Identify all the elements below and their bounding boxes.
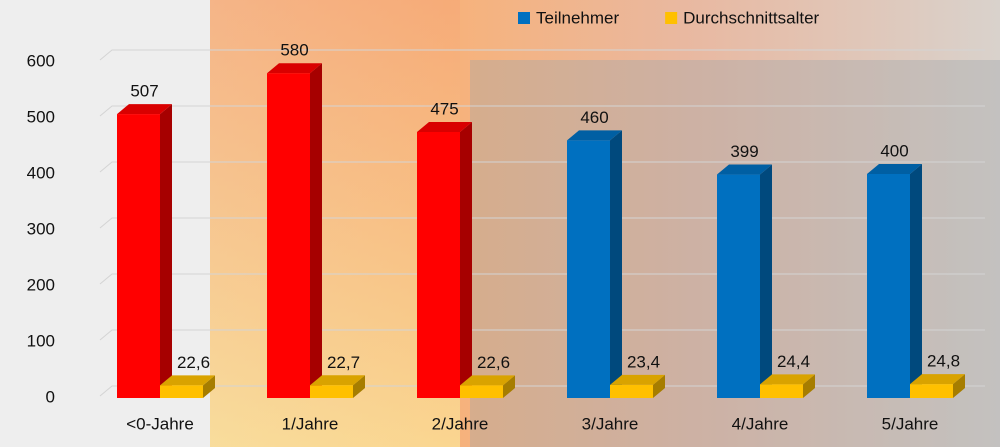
bar-side: [760, 164, 772, 398]
bar: [267, 73, 310, 398]
bar-top: [567, 130, 622, 141]
x-tick-label: 4/Jahre: [732, 414, 789, 433]
bar-top: [460, 375, 515, 386]
y-tick-label: 200: [27, 275, 55, 294]
data-label: 22,6: [177, 353, 210, 372]
y-tick-label: 300: [27, 219, 55, 238]
grid-line: [99, 273, 985, 285]
bar-top: [717, 164, 772, 175]
bar: [460, 385, 503, 398]
bar: [610, 384, 653, 398]
bar-top: [610, 374, 665, 385]
data-label: 399: [730, 142, 758, 161]
data-label: 400: [880, 141, 908, 160]
bar-side: [910, 164, 922, 398]
bar: [417, 132, 460, 398]
bar: [717, 174, 760, 398]
data-label: 24,8: [927, 352, 960, 371]
data-label: 507: [130, 82, 158, 101]
bar: [910, 384, 953, 398]
data-label: 580: [280, 41, 308, 60]
bar-side: [460, 122, 472, 398]
bar-top: [267, 63, 322, 74]
legend-swatch: [665, 12, 678, 24]
grid-line: [99, 329, 985, 341]
grid-line: [99, 161, 985, 173]
bar: [567, 140, 610, 398]
bar: [867, 174, 910, 398]
legend-label: Durchschnittsalter: [683, 8, 819, 27]
x-tick-label: 5/Jahre: [882, 414, 939, 433]
grid-line: [99, 385, 985, 397]
bar: [310, 385, 353, 398]
bar-top: [867, 164, 922, 174]
data-label: 460: [580, 108, 608, 127]
bar: [160, 385, 203, 398]
bar-top: [910, 374, 965, 385]
y-tick-label: 600: [27, 51, 55, 70]
bar-top: [160, 375, 215, 386]
y-tick-label: 400: [27, 163, 55, 182]
bar-top: [117, 104, 172, 115]
y-tick-label: 0: [46, 387, 55, 406]
grid-line: [99, 217, 985, 229]
data-label: 475: [430, 99, 458, 118]
bar-side: [160, 104, 172, 398]
bar-side: [803, 374, 815, 398]
bar-side: [353, 375, 365, 398]
data-label: 22,6: [477, 353, 510, 372]
grid-line: [99, 49, 985, 61]
x-tick-label: 3/Jahre: [582, 414, 639, 433]
data-label: 23,4: [627, 352, 660, 371]
data-label: 22,7: [327, 353, 360, 372]
bar-side: [503, 375, 515, 398]
bar-side: [653, 374, 665, 398]
legend-label: Teilnehmer: [536, 8, 619, 27]
y-tick-label: 100: [27, 331, 55, 350]
bar: [117, 114, 160, 398]
legend-swatch: [518, 12, 530, 24]
bar-top: [760, 374, 815, 385]
x-tick-label: 2/Jahre: [432, 414, 489, 433]
bar-top: [417, 122, 472, 132]
bar-side: [310, 63, 322, 398]
bar-top: [310, 375, 365, 386]
data-label: 24,4: [777, 352, 810, 371]
grid-line: [99, 105, 985, 117]
bar-side: [610, 130, 622, 398]
x-tick-label: <0-Jahre: [126, 414, 194, 433]
legend: Teilnehmer Durchschnittsalter: [518, 8, 820, 27]
y-tick-label: 500: [27, 107, 55, 126]
bar: [760, 384, 803, 398]
bar-side: [953, 374, 965, 398]
x-tick-label: 1/Jahre: [282, 414, 339, 433]
bar-side: [203, 375, 215, 398]
